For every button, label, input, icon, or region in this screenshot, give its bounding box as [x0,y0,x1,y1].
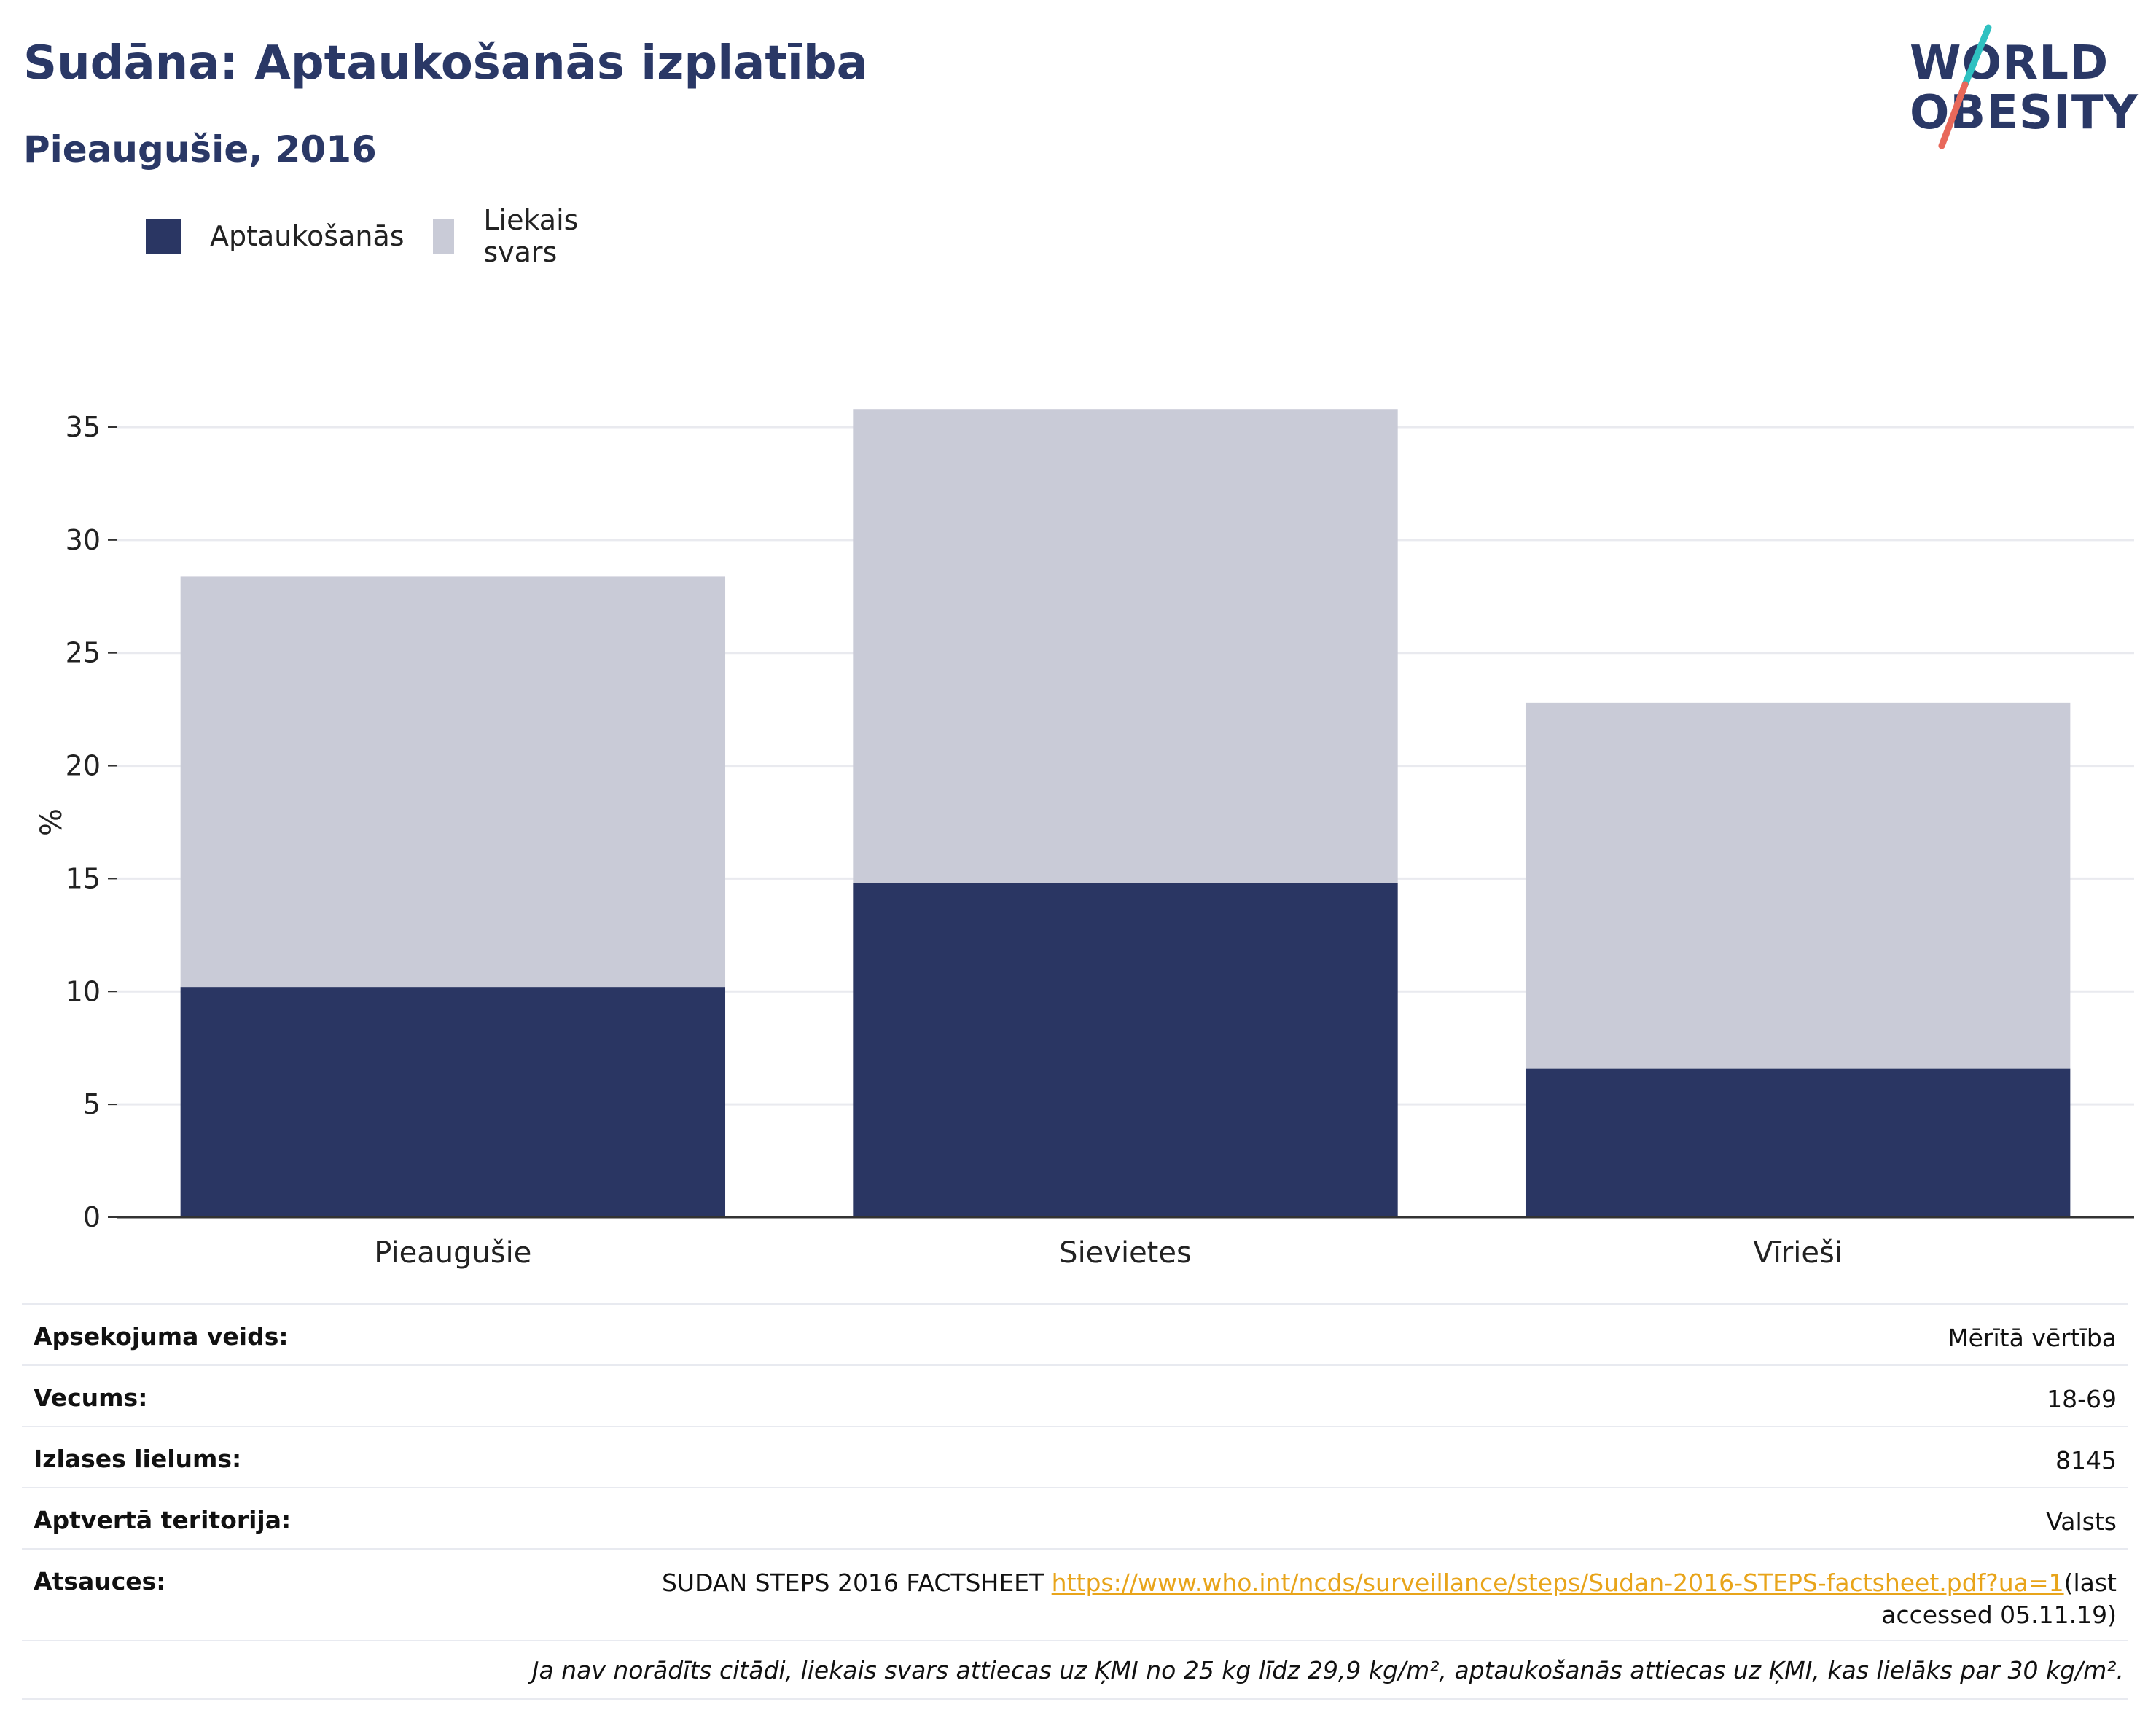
info-row-survey-type: Apsekojuma veids: Mērītā vērtība [22,1303,2128,1364]
page-subtitle: Pieaugušie, 2016 [23,128,377,171]
x-tick-label: Sievietes [1059,1236,1192,1270]
info-value: Mērītā vērtība [1948,1324,2117,1352]
info-value: 8145 [2055,1446,2117,1475]
legend-swatch-overweight [433,219,455,254]
y-tick-label: 5 [83,1088,101,1120]
legend-item-overweight[interactable]: Liekais svars [433,204,592,268]
y-tick-label: 0 [83,1201,101,1233]
y-tick-label: 35 [66,411,101,443]
info-row-references: Atsauces: SUDAN STEPS 2016 FACTSHEET htt… [22,1548,2128,1640]
info-value: 18-69 [2047,1385,2117,1413]
x-tick-label: Pieaugušie [374,1236,531,1270]
page-title: Sudāna: Aptaukošanās izplatība [23,36,868,90]
y-tick-label: 15 [66,862,101,894]
info-label: Izlases lielums: [34,1445,242,1473]
bar-obesity [180,987,726,1217]
y-tick-label: 30 [66,524,101,556]
y-tick-label: 10 [66,975,101,1007]
info-row-coverage: Aptvertā teritorija: Valsts [22,1487,2128,1548]
info-label: Aptvertā teritorija: [34,1506,292,1534]
legend-label-overweight: Liekais svars [483,204,579,268]
logo-slash-icon [1938,24,1992,149]
legend-label-obesity: Aptaukošanās [210,220,405,252]
y-axis-label: % [35,808,69,836]
info-row-divider [22,1640,2128,1641]
info-row-age: Vecums: 18-69 [22,1364,2128,1426]
reference-link[interactable]: https://www.who.int/ncds/surveillance/st… [1051,1569,2064,1597]
logo-text-world: WORLD [1910,36,2109,90]
reference-suffix: (last accessed 05.11.19) [1881,1569,2117,1629]
world-obesity-logo: WORLD OBESITY [1902,22,2143,153]
bar-obesity [1525,1068,2071,1217]
y-tick-label: 25 [66,637,101,669]
reference-value: SUDAN STEPS 2016 FACTSHEET https://www.w… [586,1567,2117,1631]
reference-prefix: SUDAN STEPS 2016 FACTSHEET [661,1569,1052,1597]
legend-swatch-obesity [146,219,181,254]
bar-chart: 0 5 10 15 20 25 30 35% Pieaugušie Sievietes Vīrieš… [35,409,2134,1270]
bar-overweight [1525,702,2071,1069]
info-label: Atsauces: [34,1567,166,1596]
info-label: Apsekojuma veids: [34,1322,289,1351]
bar-obesity [853,883,1398,1217]
y-tick-label: 20 [66,750,101,782]
bar-overweight [180,576,726,988]
info-table: Apsekojuma veids: Mērītā vērtība Vecums:… [22,1303,2128,1641]
x-tick-label: Vīrieši [1753,1236,1843,1270]
bar-overweight [853,409,1398,883]
info-row-sample-size: Izlases lielums: 8145 [22,1426,2128,1487]
info-label: Vecums: [34,1383,148,1412]
footnote: Ja nav norādīts citādi, liekais svars at… [531,1656,2124,1684]
legend-item-obesity[interactable]: Aptaukošanās [146,216,405,257]
info-value: Valsts [2046,1507,2117,1536]
bottom-divider [22,1698,2128,1700]
